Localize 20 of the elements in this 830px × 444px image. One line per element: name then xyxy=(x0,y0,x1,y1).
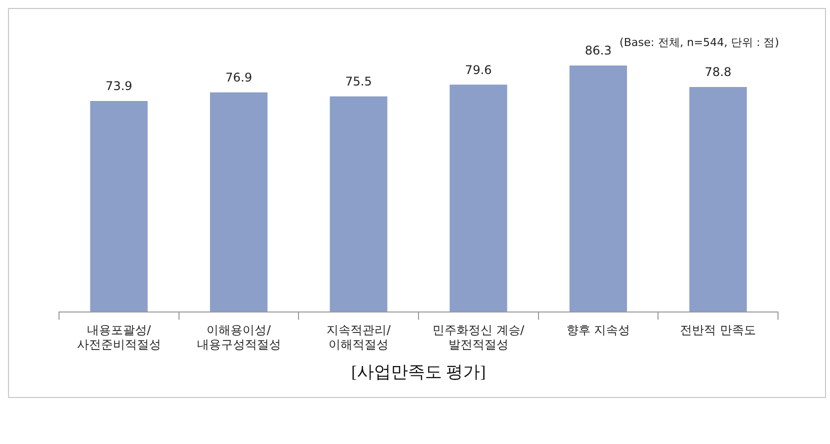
x-tick-label: 향후 지속성 xyxy=(566,323,630,338)
x-tick-label: 이해용이성/ 내용구성적절성 xyxy=(196,323,281,352)
data-label: 76.9 xyxy=(225,70,252,85)
bar xyxy=(90,100,148,312)
bar xyxy=(210,92,268,312)
x-tick-label: 내용포괄성/ 사전준비적절성 xyxy=(76,323,161,352)
data-label: 79.6 xyxy=(465,62,492,77)
data-label: 86.3 xyxy=(584,44,612,58)
text: [사업만족도 평가] xyxy=(351,362,486,382)
text: (Base: 전체, n=544, 단위 : 점) xyxy=(620,35,779,50)
data-label: 78.8 xyxy=(704,65,732,80)
bar xyxy=(330,96,388,312)
data-label: 75.5 xyxy=(345,74,372,88)
bar xyxy=(569,66,628,312)
x-tick-label: 지속적관리/ 이해적절성 xyxy=(326,323,392,352)
x-tick-label: 민주화정신 계승/ 발전적절성 xyxy=(432,323,526,352)
bar xyxy=(689,86,747,312)
x-tick-label: 전반적 만족도 xyxy=(680,323,756,338)
data-label: 73.9 xyxy=(106,79,132,94)
bar xyxy=(450,84,508,312)
